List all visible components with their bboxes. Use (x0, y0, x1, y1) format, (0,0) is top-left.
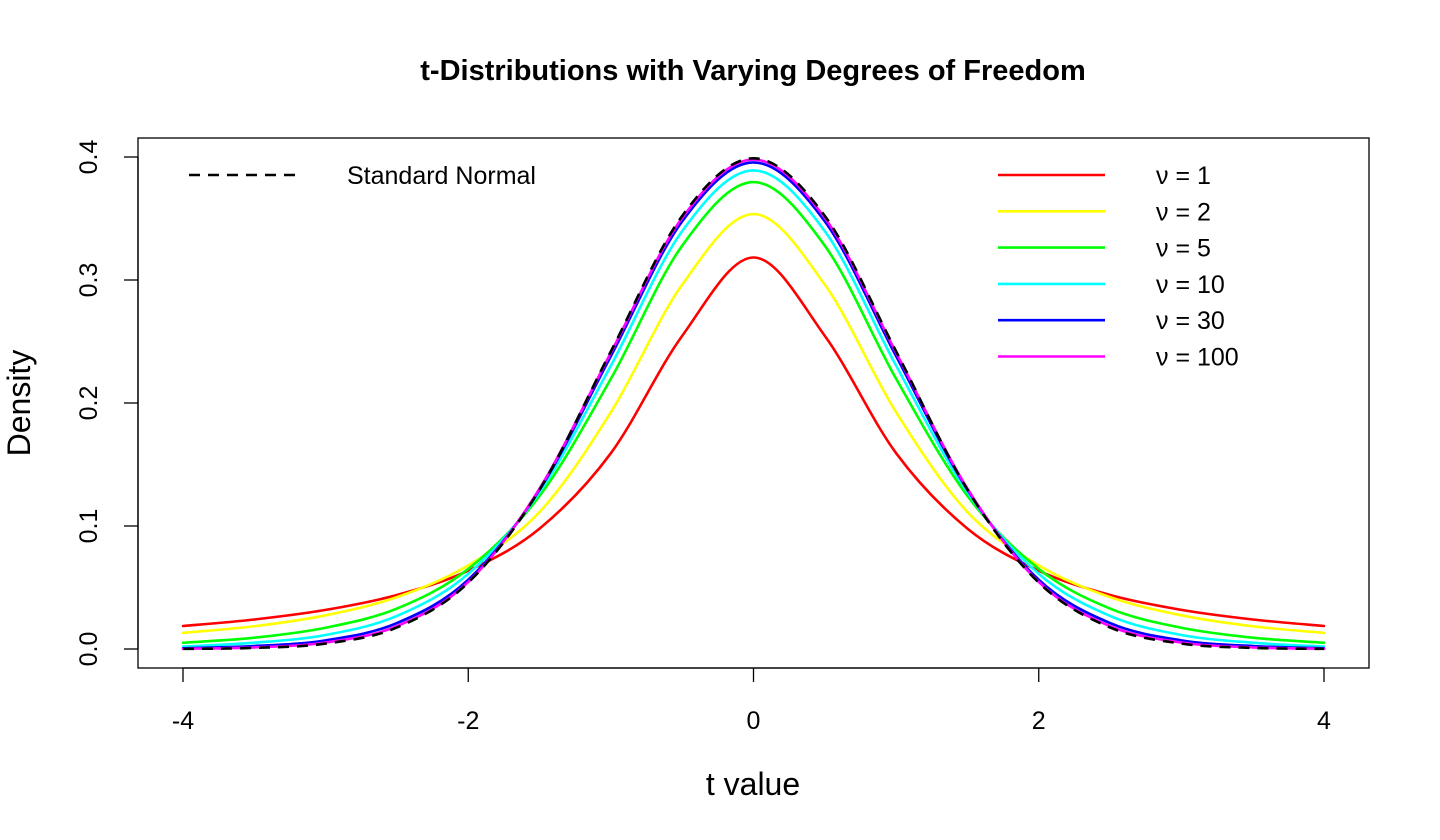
legend-label: ν = 30 (1156, 307, 1225, 335)
legend-top-left: Standard Normal (189, 162, 536, 190)
x-tick-label: 2 (1032, 707, 1046, 735)
series-line-5 (181, 180, 1326, 645)
legend-label: ν = 5 (1156, 235, 1211, 263)
y-axis: 0.0 0.1 0.2 0.3 0.4 (75, 140, 139, 667)
x-axis-label: t value (706, 766, 800, 802)
series-line-100 (181, 158, 1326, 651)
legend-top-right: ν = 1 ν = 2 ν = 5 ν = 10 ν = 30 ν = 100 (998, 162, 1239, 372)
series-line-10 (181, 169, 1326, 648)
series-line-1 (181, 256, 1326, 628)
y-tick-label: 0.0 (75, 632, 103, 667)
y-tick-label: 0.2 (75, 386, 103, 421)
series-line-2 (181, 212, 1326, 635)
y-axis-label: Density (1, 350, 37, 457)
chart-title: t-Distributions with Varying Degrees of … (420, 55, 1086, 87)
y-tick-label: 0.4 (75, 140, 103, 175)
x-axis: -4 -2 0 2 4 (172, 667, 1331, 735)
x-tick-label: -2 (457, 707, 479, 735)
x-tick-label: 0 (747, 707, 761, 735)
legend-label: Standard Normal (347, 162, 536, 190)
legend-label: ν = 1 (1156, 162, 1211, 190)
y-tick-label: 0.3 (75, 263, 103, 298)
y-tick-label: 0.1 (75, 509, 103, 544)
legend-label: ν = 2 (1156, 198, 1211, 226)
x-tick-label: 4 (1317, 707, 1331, 735)
legend-label: ν = 100 (1156, 344, 1239, 372)
series-line-30 (181, 161, 1326, 650)
x-tick-label: -4 (172, 707, 194, 735)
series-line-standard-normal (182, 157, 1325, 651)
legend-label: ν = 10 (1156, 271, 1225, 299)
series-lines (181, 157, 1326, 651)
